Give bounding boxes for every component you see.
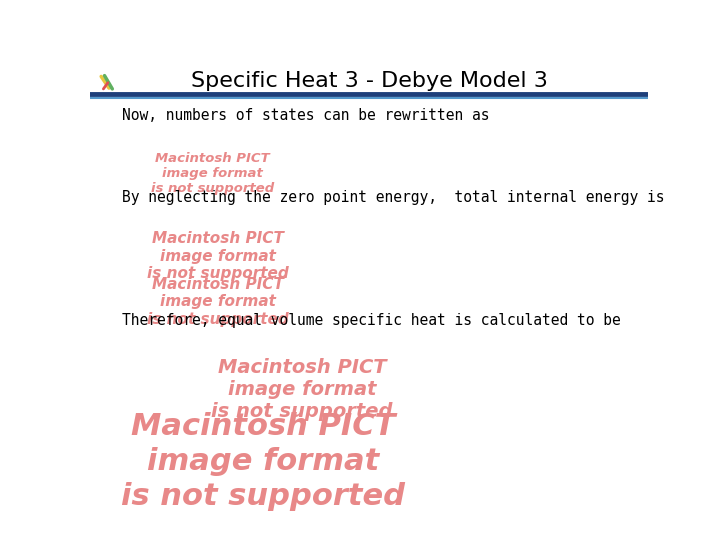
Text: Macintosh PICT: Macintosh PICT — [131, 412, 395, 441]
Text: is not supported: is not supported — [211, 402, 393, 421]
Text: Now, numbers of states can be rewritten as: Now, numbers of states can be rewritten … — [122, 108, 490, 123]
Text: image format: image format — [161, 294, 276, 309]
Text: image format: image format — [147, 447, 379, 476]
Text: is not supported: is not supported — [148, 312, 289, 327]
Text: Therefore, equal volume specific heat is calculated to be: Therefore, equal volume specific heat is… — [122, 313, 621, 328]
Text: image format: image format — [228, 380, 377, 399]
Text: Macintosh PICT: Macintosh PICT — [153, 231, 284, 246]
Text: image format: image format — [161, 248, 276, 264]
Text: By neglecting the zero point energy,  total internal energy is: By neglecting the zero point energy, tot… — [122, 191, 665, 205]
Text: is not supported: is not supported — [121, 482, 405, 510]
Text: is not supported: is not supported — [151, 182, 274, 195]
Text: Macintosh PICT: Macintosh PICT — [153, 277, 284, 292]
Text: is not supported: is not supported — [148, 266, 289, 281]
Text: Macintosh PICT: Macintosh PICT — [217, 358, 387, 377]
Text: image format: image format — [162, 167, 264, 180]
Text: Macintosh PICT: Macintosh PICT — [156, 152, 270, 165]
Text: Specific Heat 3 - Debye Model 3: Specific Heat 3 - Debye Model 3 — [191, 71, 547, 91]
